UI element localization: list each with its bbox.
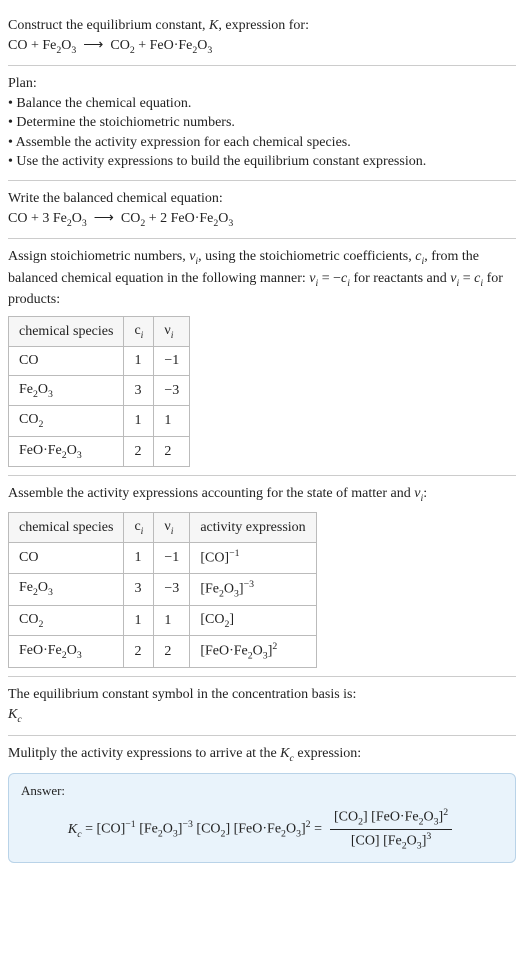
cell: [Fe2O3]−3 (190, 573, 316, 605)
cell: 2 (124, 636, 154, 668)
cell: −3 (154, 375, 190, 406)
intro-section: Construct the equilibrium constant, K, e… (8, 8, 516, 66)
table-row: CO1−1 (9, 347, 190, 376)
plan-item: • Determine the stoichiometric numbers. (8, 113, 516, 133)
cell: −3 (154, 573, 190, 605)
plan-section: Plan: • Balance the chemical equation. •… (8, 66, 516, 181)
col-vi: νi (154, 316, 190, 347)
cell: 1 (154, 605, 190, 636)
col-species: chemical species (9, 316, 124, 347)
intro-line1: Construct the equilibrium constant, (8, 18, 209, 33)
table-row: CO211[CO2] (9, 605, 317, 636)
cell: CO2 (9, 605, 124, 636)
answer-denominator: [CO] [Fe2O3]3 (330, 830, 452, 853)
table-row: CO1−1[CO]−1 (9, 543, 317, 573)
kc-symbol-text: The equilibrium constant symbol in the c… (8, 685, 516, 705)
plan-item: • Use the activity expressions to build … (8, 152, 516, 172)
answer-box: Answer: Kc = [CO]−1 [Fe2O3]−3 [CO2] [FeO… (8, 773, 516, 863)
plan-item: • Assemble the activity expression for e… (8, 133, 516, 153)
balanced-heading: Write the balanced chemical equation: (8, 189, 516, 209)
cell: [FeO·Fe2O3]2 (190, 636, 316, 668)
table-row: Fe2O33−3 (9, 375, 190, 406)
cell: 3 (124, 573, 154, 605)
col-vi: νi (154, 512, 190, 543)
cell: Fe2O3 (9, 573, 124, 605)
plan-item-label: Use the activity expressions to build th… (16, 154, 426, 169)
stoich-section: Assign stoichiometric numbers, νi, using… (8, 239, 516, 476)
balanced-section: Write the balanced chemical equation: CO… (8, 181, 516, 239)
intro-text: Construct the equilibrium constant, K, e… (8, 16, 516, 36)
intro-k: K (209, 18, 218, 33)
cell: 3 (124, 375, 154, 406)
cell: CO (9, 347, 124, 376)
kc-symbol: Kc (8, 705, 516, 727)
cell: [CO2] (190, 605, 316, 636)
cell: 1 (124, 543, 154, 573)
cell: FeO·Fe2O3 (9, 436, 124, 467)
cell: −1 (154, 347, 190, 376)
cell: 2 (154, 436, 190, 467)
table-header-row: chemical species ci νi activity expressi… (9, 512, 317, 543)
col-activity: activity expression (190, 512, 316, 543)
stoich-table: chemical species ci νi CO1−1 Fe2O33−3 CO… (8, 316, 190, 468)
table-row: Fe2O33−3[Fe2O3]−3 (9, 573, 317, 605)
activity-text: Assemble the activity expressions accoun… (8, 484, 516, 506)
answer-lhs: Kc = [CO]−1 [Fe2O3]−3 [CO2] [FeO·Fe2O3]2… (68, 818, 322, 841)
cell: 1 (124, 347, 154, 376)
cell: −1 (154, 543, 190, 573)
cell: Fe2O3 (9, 375, 124, 406)
cell: 2 (124, 436, 154, 467)
plan-item: • Balance the chemical equation. (8, 94, 516, 114)
col-ci: ci (124, 316, 154, 347)
intro-equation: CO + Fe2O3 ⟶ CO2 + FeO·Fe2O3 (8, 36, 516, 58)
activity-section: Assemble the activity expressions accoun… (8, 476, 516, 677)
intro-line1b: , expression for: (218, 18, 309, 33)
activity-table: chemical species ci νi activity expressi… (8, 512, 317, 669)
multiply-section: Mulitply the activity expressions to arr… (8, 736, 516, 871)
cell: 1 (154, 406, 190, 437)
answer-fraction: [CO2] [FeO·Fe2O3]2 [CO] [Fe2O3]3 (330, 806, 452, 853)
col-ci: ci (124, 512, 154, 543)
cell: 2 (154, 636, 190, 668)
cell: 1 (124, 605, 154, 636)
cell: CO (9, 543, 124, 573)
cell: CO2 (9, 406, 124, 437)
table-row: CO211 (9, 406, 190, 437)
table-row: FeO·Fe2O322[FeO·Fe2O3]2 (9, 636, 317, 668)
cell: [CO]−1 (190, 543, 316, 573)
plan-list: • Balance the chemical equation. • Deter… (8, 94, 516, 172)
plan-item-label: Balance the chemical equation. (16, 96, 191, 111)
balanced-equation: CO + 3 Fe2O3 ⟶ CO2 + 2 FeO·Fe2O3 (8, 209, 516, 231)
plan-heading: Plan: (8, 74, 516, 94)
cell: FeO·Fe2O3 (9, 636, 124, 668)
col-species: chemical species (9, 512, 124, 543)
answer-label: Answer: (21, 782, 503, 800)
answer-expression: Kc = [CO]−1 [Fe2O3]−3 [CO2] [FeO·Fe2O3]2… (21, 806, 503, 853)
multiply-text: Mulitply the activity expressions to arr… (8, 744, 516, 766)
table-row: FeO·Fe2O322 (9, 436, 190, 467)
cell: 1 (124, 406, 154, 437)
answer-numerator: [CO2] [FeO·Fe2O3]2 (330, 806, 452, 830)
plan-item-label: Assemble the activity expression for eac… (16, 135, 351, 150)
stoich-text: Assign stoichiometric numbers, νi, using… (8, 247, 516, 310)
plan-item-label: Determine the stoichiometric numbers. (16, 115, 235, 130)
kc-symbol-section: The equilibrium constant symbol in the c… (8, 677, 516, 735)
table-header-row: chemical species ci νi (9, 316, 190, 347)
